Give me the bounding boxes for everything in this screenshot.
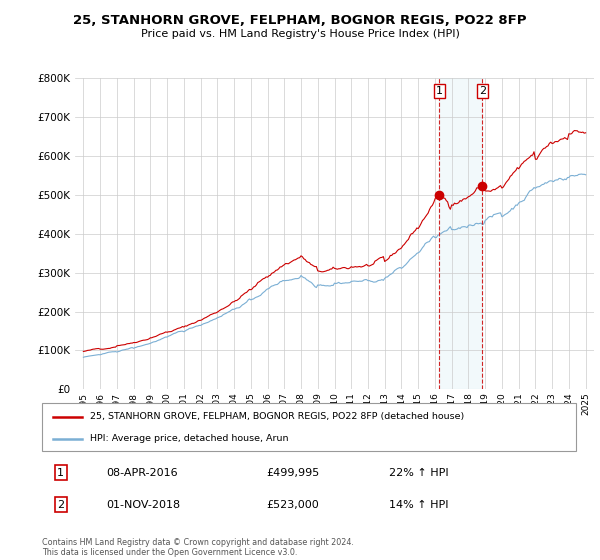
Text: 22% ↑ HPI: 22% ↑ HPI [389, 468, 449, 478]
Text: 1: 1 [436, 86, 443, 96]
Text: Contains HM Land Registry data © Crown copyright and database right 2024.
This d: Contains HM Land Registry data © Crown c… [42, 538, 354, 557]
Text: 2: 2 [479, 86, 486, 96]
Text: HPI: Average price, detached house, Arun: HPI: Average price, detached house, Arun [90, 435, 289, 444]
FancyBboxPatch shape [42, 403, 576, 451]
Text: £499,995: £499,995 [266, 468, 320, 478]
Text: 1: 1 [57, 468, 64, 478]
Text: 2: 2 [57, 500, 64, 510]
Text: 25, STANHORN GROVE, FELPHAM, BOGNOR REGIS, PO22 8FP (detached house): 25, STANHORN GROVE, FELPHAM, BOGNOR REGI… [90, 412, 464, 421]
Text: £523,000: £523,000 [266, 500, 319, 510]
Bar [439, 78, 482, 389]
Text: 25, STANHORN GROVE, FELPHAM, BOGNOR REGIS, PO22 8FP: 25, STANHORN GROVE, FELPHAM, BOGNOR REGI… [73, 14, 527, 27]
Text: 14% ↑ HPI: 14% ↑ HPI [389, 500, 449, 510]
Text: Price paid vs. HM Land Registry's House Price Index (HPI): Price paid vs. HM Land Registry's House … [140, 29, 460, 39]
Text: 08-APR-2016: 08-APR-2016 [106, 468, 178, 478]
Text: 01-NOV-2018: 01-NOV-2018 [106, 500, 180, 510]
